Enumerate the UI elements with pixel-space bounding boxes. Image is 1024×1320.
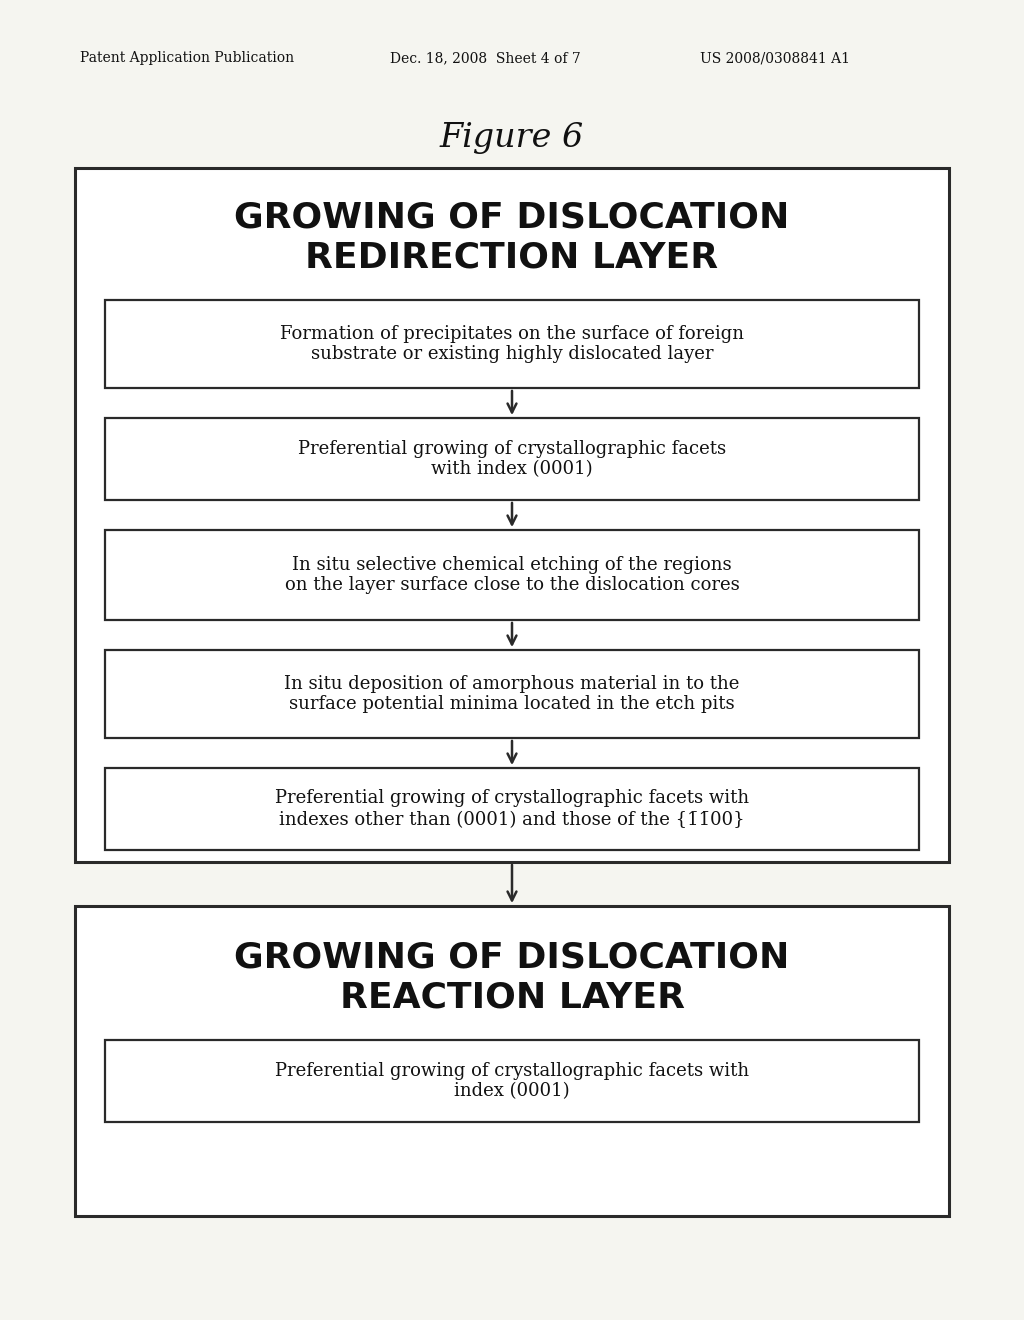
Text: REACTION LAYER: REACTION LAYER — [340, 981, 684, 1015]
Text: REDIRECTION LAYER: REDIRECTION LAYER — [305, 242, 719, 275]
Bar — [105, 768, 919, 850]
Bar — [105, 1040, 919, 1122]
Bar — [105, 649, 919, 738]
Bar — [75, 906, 949, 1216]
Text: Patent Application Publication: Patent Application Publication — [80, 51, 294, 65]
Text: In situ selective chemical etching of the regions
on the layer surface close to : In situ selective chemical etching of th… — [285, 556, 739, 594]
Text: In situ deposition of amorphous material in to the
surface potential minima loca: In situ deposition of amorphous material… — [285, 675, 739, 713]
Text: Preferential growing of crystallographic facets with: Preferential growing of crystallographic… — [274, 789, 750, 807]
Text: Preferential growing of crystallographic facets
with index (0001): Preferential growing of crystallographic… — [298, 440, 726, 478]
Text: Preferential growing of crystallographic facets with
index (0001): Preferential growing of crystallographic… — [274, 1061, 750, 1101]
Text: Figure 6: Figure 6 — [440, 121, 584, 154]
Bar — [105, 300, 919, 388]
Text: Dec. 18, 2008  Sheet 4 of 7: Dec. 18, 2008 Sheet 4 of 7 — [390, 51, 581, 65]
Bar — [105, 531, 919, 620]
Text: GROWING OF DISLOCATION: GROWING OF DISLOCATION — [234, 201, 790, 235]
Text: US 2008/0308841 A1: US 2008/0308841 A1 — [700, 51, 850, 65]
Text: indexes other than (0001) and those of the {1̄1̄00}: indexes other than (0001) and those of t… — [280, 810, 744, 829]
Bar — [105, 418, 919, 500]
Text: Formation of precipitates on the surface of foreign
substrate or existing highly: Formation of precipitates on the surface… — [280, 325, 744, 363]
Text: GROWING OF DISLOCATION: GROWING OF DISLOCATION — [234, 941, 790, 975]
Bar — [75, 168, 949, 862]
